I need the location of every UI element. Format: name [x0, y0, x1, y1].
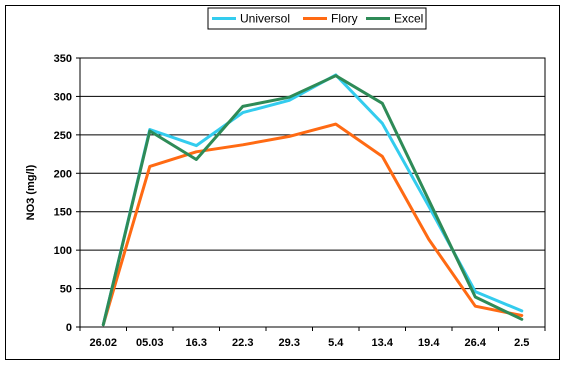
data-point-excel-19.4: [427, 199, 430, 202]
y-tick-label-0: 0: [66, 322, 72, 334]
data-point-universol-29.3: [288, 99, 291, 102]
data-point-excel-13.4: [381, 102, 384, 105]
data-point-flory-19.4: [427, 238, 430, 241]
series-line-excel: [101, 74, 524, 327]
data-point-flory-16.3: [195, 150, 198, 153]
y-tick-label-300: 300: [54, 91, 72, 103]
y-tick-label-50: 50: [60, 284, 72, 296]
data-point-flory-05.03: [148, 165, 151, 168]
data-point-flory-26.4: [474, 305, 477, 308]
data-point-universol-22.3: [241, 111, 244, 114]
y-tick-label-100: 100: [54, 245, 72, 257]
x-tick-label-13.4: 13.4: [372, 337, 394, 349]
gridlines: [80, 57, 545, 290]
plot-area-border: [79, 57, 546, 328]
y-axis-title: NO3 (mg/l): [25, 164, 37, 220]
legend-items: Universol Flory Excel: [212, 12, 423, 26]
data-point-universol-26.4: [474, 290, 477, 293]
y-tick-label-150: 150: [54, 207, 72, 219]
y-tick-label-200: 200: [54, 168, 72, 180]
x-tick-label-26.02: 26.02: [89, 337, 117, 349]
x-tick-label-05.03: 05.03: [136, 337, 164, 349]
data-point-flory-22.3: [241, 143, 244, 146]
data-point-universol-2.5: [520, 309, 523, 312]
x-tick-label-22.3: 22.3: [232, 337, 253, 349]
data-point-universol-13.4: [381, 122, 384, 125]
data-point-flory-2.5: [520, 314, 523, 317]
data-point-excel-29.3: [288, 96, 291, 99]
data-point-flory-5.4: [334, 123, 337, 126]
legend-label-excel: Excel: [394, 12, 423, 26]
data-point-flory-29.3: [288, 135, 291, 138]
data-point-excel-22.3: [241, 105, 244, 108]
series-line-flory: [101, 122, 524, 327]
x-tick-label-16.3: 16.3: [186, 337, 207, 349]
x-tick-label-5.4: 5.4: [328, 337, 344, 349]
data-point-excel-05.03: [148, 130, 151, 133]
series-line-universol: [101, 73, 524, 327]
data-point-excel-16.3: [195, 158, 198, 161]
x-tick-label-2.5: 2.5: [514, 337, 529, 349]
legend-label-flory: Flory: [331, 12, 358, 26]
y-tick-label-350: 350: [54, 53, 72, 65]
chart-frame: [5, 5, 560, 360]
data-point-excel-5.4: [334, 74, 337, 77]
legend-label-universol: Universol: [240, 12, 290, 26]
data-point-excel-26.02: [102, 323, 105, 326]
x-tick-label-26.4: 26.4: [465, 337, 487, 349]
axes: 0 50 100 150 200 250 300 350 26.02 05.03 16.3 22.3 2…: [54, 53, 546, 349]
y-tick-label-250: 250: [54, 130, 72, 142]
legend: Universol Flory Excel: [207, 7, 427, 30]
x-tick-label-19.4: 19.4: [418, 337, 440, 349]
data-point-excel-26.4: [474, 296, 477, 299]
data-point-excel-2.5: [520, 318, 523, 321]
x-tick-label-29.3: 29.3: [279, 337, 300, 349]
series-lines: [101, 73, 524, 327]
data-point-flory-13.4: [381, 155, 384, 158]
data-point-universol-19.4: [427, 205, 430, 208]
data-point-universol-16.3: [195, 144, 198, 147]
